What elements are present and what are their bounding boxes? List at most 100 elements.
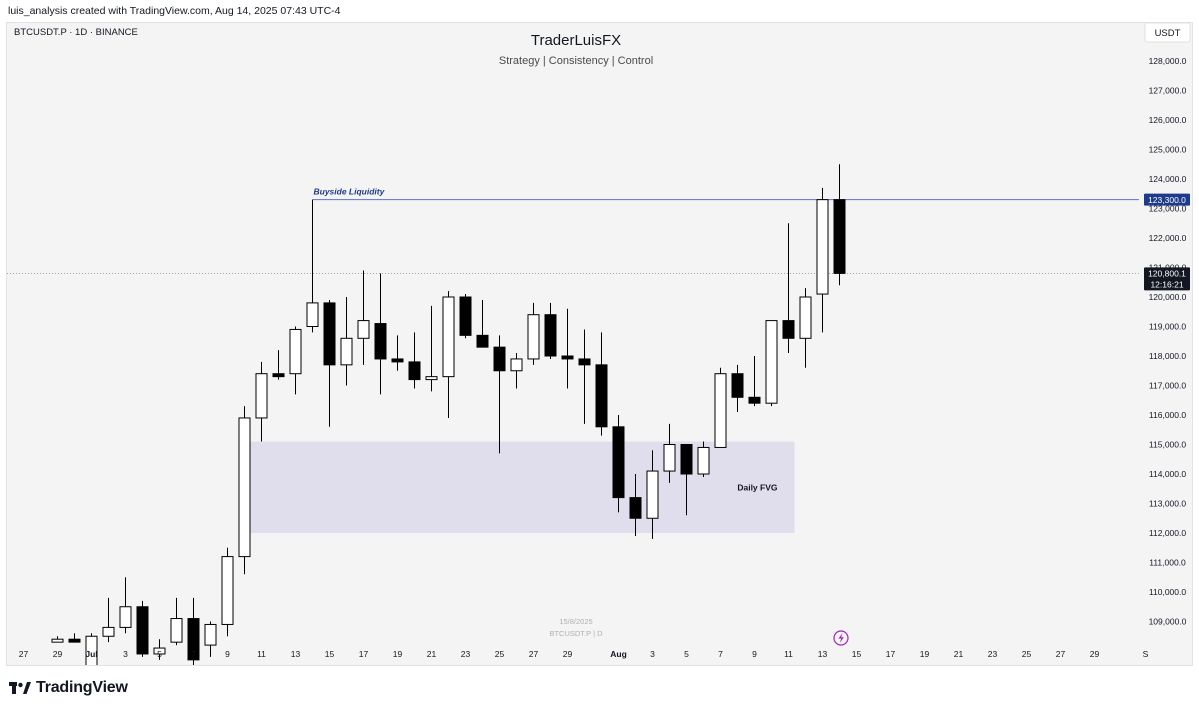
candle[interactable] bbox=[510, 353, 523, 389]
candle[interactable] bbox=[697, 441, 710, 477]
candle-body-bull bbox=[238, 417, 251, 558]
candle[interactable] bbox=[323, 299, 336, 427]
candle-body-bear bbox=[561, 355, 574, 360]
candle[interactable] bbox=[102, 597, 115, 643]
y-tick-label: 117,000.0 bbox=[1149, 381, 1186, 391]
x-tick-label: 23 bbox=[461, 649, 471, 659]
candle-body-bull bbox=[221, 556, 234, 625]
candle[interactable] bbox=[272, 350, 285, 380]
candle[interactable] bbox=[833, 164, 846, 286]
candle[interactable] bbox=[595, 332, 608, 436]
candle[interactable] bbox=[357, 270, 370, 365]
candle[interactable] bbox=[765, 320, 778, 407]
x-tick-label: 29 bbox=[563, 649, 573, 659]
x-tick-label: 23 bbox=[988, 649, 998, 659]
candle[interactable] bbox=[816, 187, 829, 333]
y-tick-label: 122,000.0 bbox=[1149, 233, 1187, 243]
candle[interactable] bbox=[391, 335, 404, 371]
candle[interactable] bbox=[340, 297, 353, 386]
y-tick-label: 115,000.0 bbox=[1149, 440, 1186, 450]
candle-body-bull bbox=[204, 623, 217, 646]
tradingview-logo[interactable]: TradingView bbox=[9, 678, 128, 698]
candle[interactable] bbox=[119, 577, 132, 634]
candle[interactable] bbox=[799, 288, 812, 368]
candle[interactable] bbox=[629, 474, 642, 536]
candle[interactable] bbox=[374, 273, 387, 395]
candle[interactable] bbox=[85, 633, 98, 666]
x-tick-label: 17 bbox=[886, 649, 896, 659]
candle-body-bear bbox=[731, 373, 744, 398]
candle[interactable] bbox=[170, 597, 183, 646]
candle[interactable] bbox=[153, 639, 166, 660]
y-tick-label: 128,000.0 bbox=[1149, 56, 1187, 66]
candle-body-bear bbox=[629, 497, 642, 519]
candle[interactable] bbox=[68, 633, 81, 643]
candle[interactable] bbox=[221, 547, 234, 637]
candle-body-bear bbox=[136, 606, 149, 655]
x-tick-label: Jul bbox=[85, 649, 97, 659]
symbol-info: BTCUSDT.P · 1D · BINANCE bbox=[14, 27, 138, 38]
candle[interactable] bbox=[527, 302, 540, 365]
candle[interactable] bbox=[187, 597, 200, 666]
candle-body-bull bbox=[153, 647, 166, 655]
candle[interactable] bbox=[255, 361, 268, 442]
fvg-label: Daily FVG bbox=[737, 482, 778, 492]
candle[interactable] bbox=[408, 332, 421, 389]
y-tick-label: 120,000.0 bbox=[1149, 292, 1187, 302]
candle[interactable] bbox=[289, 326, 302, 395]
candle[interactable] bbox=[306, 199, 319, 333]
candle-body-bull bbox=[255, 373, 268, 419]
candle[interactable] bbox=[714, 367, 727, 448]
candle-body-bull bbox=[340, 337, 353, 366]
currency-label[interactable]: USDT bbox=[1155, 28, 1181, 39]
candle[interactable] bbox=[612, 415, 625, 513]
candle[interactable] bbox=[493, 335, 506, 454]
candle[interactable] bbox=[578, 329, 591, 424]
currency-button[interactable]: USDT bbox=[1144, 23, 1191, 43]
candle[interactable] bbox=[425, 305, 438, 392]
candle[interactable] bbox=[544, 302, 557, 359]
candle[interactable] bbox=[646, 450, 659, 539]
candle[interactable] bbox=[748, 356, 761, 407]
candle[interactable] bbox=[442, 291, 455, 418]
y-tick-label: 118,000.0 bbox=[1149, 351, 1186, 361]
x-tick-label: 9 bbox=[752, 649, 757, 659]
candle[interactable] bbox=[561, 308, 574, 389]
chart-area[interactable]: Daily FVG Buyside Liquidity 128,000.0 127… bbox=[6, 22, 1193, 666]
candle-body-bull bbox=[170, 618, 183, 643]
x-tick-label: 5 bbox=[684, 649, 689, 659]
x-tick-label: 15 bbox=[325, 649, 335, 659]
fvg-zone[interactable] bbox=[238, 441, 795, 533]
x-tick-label: 15 bbox=[852, 649, 862, 659]
candle[interactable] bbox=[476, 299, 489, 348]
candle[interactable] bbox=[782, 223, 795, 354]
candle-body-bear bbox=[493, 346, 506, 372]
candle-body-bear bbox=[782, 320, 795, 339]
y-tick-label: 124,000.0 bbox=[1149, 174, 1187, 184]
tradingview-logo-icon bbox=[9, 682, 31, 694]
candle[interactable] bbox=[680, 444, 693, 516]
y-tick-label: 110,000.0 bbox=[1149, 587, 1186, 597]
chart-subtitle: Strategy | Consistency | Control bbox=[499, 55, 653, 67]
x-tick-label: 13 bbox=[818, 649, 828, 659]
candle[interactable] bbox=[238, 406, 251, 575]
countdown-tag-text: 12:16:21 bbox=[1150, 280, 1183, 290]
candle-body-bear bbox=[595, 364, 608, 428]
candle[interactable] bbox=[136, 600, 149, 657]
candle[interactable] bbox=[731, 364, 744, 413]
y-tick-label: 126,000.0 bbox=[1149, 115, 1187, 125]
candle-body-bear bbox=[680, 444, 693, 475]
last-price-tag: 120,800.1 bbox=[1144, 267, 1190, 280]
candle[interactable] bbox=[459, 294, 472, 339]
candle-body-bear bbox=[748, 396, 761, 404]
lightning-icon[interactable] bbox=[833, 630, 849, 646]
x-tick-label: 29 bbox=[53, 649, 63, 659]
last-price-tag-bg bbox=[1144, 267, 1190, 280]
candle[interactable] bbox=[51, 636, 64, 643]
x-tick-label: 21 bbox=[954, 649, 964, 659]
candle[interactable] bbox=[204, 621, 217, 657]
x-tick-label: 7 bbox=[718, 649, 723, 659]
candle-body-bull bbox=[357, 320, 370, 339]
candle[interactable] bbox=[663, 423, 676, 483]
candlestick-chart[interactable]: Daily FVG Buyside Liquidity 128,000.0 127… bbox=[7, 23, 1193, 666]
